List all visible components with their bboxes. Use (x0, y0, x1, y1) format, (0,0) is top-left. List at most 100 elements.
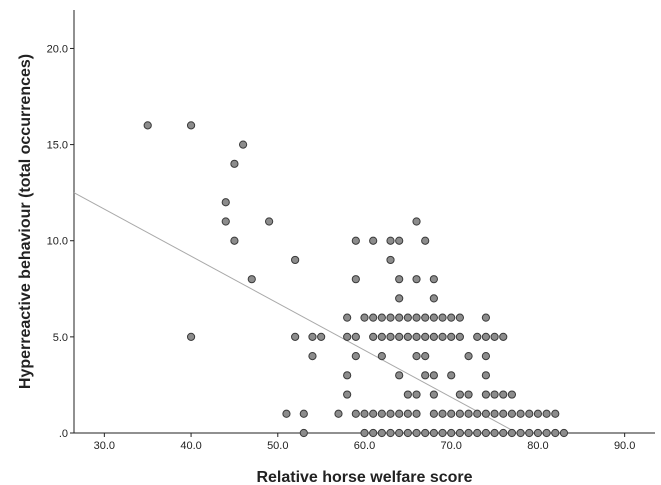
data-point (455, 409, 464, 418)
x-tick-label: 40.0 (180, 440, 201, 452)
data-point (481, 409, 491, 418)
data-point (412, 313, 421, 322)
data-point (221, 217, 230, 226)
data-point (481, 371, 491, 380)
data-point (412, 217, 421, 226)
data-point (473, 409, 482, 418)
data-point (438, 313, 447, 322)
data-point (412, 390, 421, 399)
y-tick-label: 20.0 (47, 43, 68, 55)
data-point (221, 198, 230, 207)
data-point (464, 409, 473, 418)
data-point (299, 428, 308, 438)
data-point (490, 390, 499, 399)
x-axis-title: Relative horse welfare score (256, 469, 472, 485)
x-tick-label: 30.0 (94, 440, 115, 452)
data-point (386, 409, 395, 418)
data-point (351, 236, 360, 245)
data-point (464, 390, 473, 399)
data-point (308, 332, 317, 341)
data-point (282, 409, 291, 418)
data-point (533, 409, 543, 418)
data-point (403, 332, 412, 341)
data-point (421, 236, 430, 245)
data-point (542, 409, 551, 418)
data-point (447, 313, 456, 322)
data-point (265, 217, 274, 226)
data-point (559, 428, 569, 438)
data-point (447, 332, 456, 341)
data-point (377, 332, 386, 341)
data-point (481, 390, 491, 399)
data-point (412, 428, 421, 438)
data-point (481, 351, 491, 361)
data-point (481, 332, 491, 341)
data-point (455, 332, 464, 341)
data-point (429, 371, 438, 380)
data-point (429, 390, 438, 399)
y-tick-label: 15.0 (47, 140, 68, 152)
data-point (403, 428, 412, 438)
data-point (464, 351, 473, 361)
data-point (317, 332, 326, 341)
y-tick-label: 10.0 (47, 236, 68, 248)
data-point (360, 409, 369, 418)
x-axis-ticks: 30.0 40.0 50.0 60.0 70.0 80.0 90.0 (94, 433, 635, 452)
data-point (412, 275, 421, 284)
data-point (447, 428, 456, 438)
data-point (429, 313, 438, 322)
data-point (507, 390, 517, 399)
data-point (490, 428, 499, 438)
data-point (377, 351, 386, 361)
data-point (186, 121, 196, 130)
data-point (464, 428, 473, 438)
data-point (369, 332, 378, 341)
data-point (551, 409, 560, 418)
data-point (499, 409, 508, 418)
data-point (403, 409, 412, 418)
data-point (412, 351, 421, 361)
data-point (386, 332, 395, 341)
y-axis-ticks: .0 5.0 10.0 15.0 20.0 (47, 43, 74, 440)
y-tick-label: .0 (59, 428, 68, 440)
data-point (395, 275, 404, 284)
data-point (369, 236, 378, 245)
data-point (386, 255, 395, 265)
x-tick-label: 90.0 (614, 440, 635, 452)
data-point (395, 371, 404, 380)
data-point (542, 428, 551, 438)
data-point (438, 428, 447, 438)
data-point (499, 390, 508, 399)
data-point (429, 275, 438, 284)
data-point (238, 140, 248, 149)
data-point (403, 390, 412, 399)
data-point (369, 313, 378, 322)
data-point (351, 351, 360, 361)
data-point (230, 159, 239, 168)
data-point (395, 332, 404, 341)
data-point (351, 275, 360, 284)
data-point (291, 332, 300, 341)
data-point (473, 428, 482, 438)
data-point (516, 428, 525, 438)
data-point (429, 294, 438, 303)
data-point (360, 428, 369, 438)
fit-line-layer (73, 192, 518, 434)
data-point (403, 313, 412, 322)
data-point (377, 313, 386, 322)
x-tick-label: 80.0 (527, 440, 548, 452)
data-point (343, 371, 352, 380)
data-point (481, 428, 491, 438)
data-point (429, 428, 438, 438)
axes (73, 10, 655, 434)
data-point (429, 409, 438, 418)
data-point (429, 332, 438, 341)
data-point (421, 428, 430, 438)
data-point (481, 313, 491, 322)
data-point (395, 313, 404, 322)
data-point (369, 428, 378, 438)
data-point (395, 236, 404, 245)
data-point (490, 332, 499, 341)
data-point (473, 332, 482, 341)
data-point (507, 409, 517, 418)
